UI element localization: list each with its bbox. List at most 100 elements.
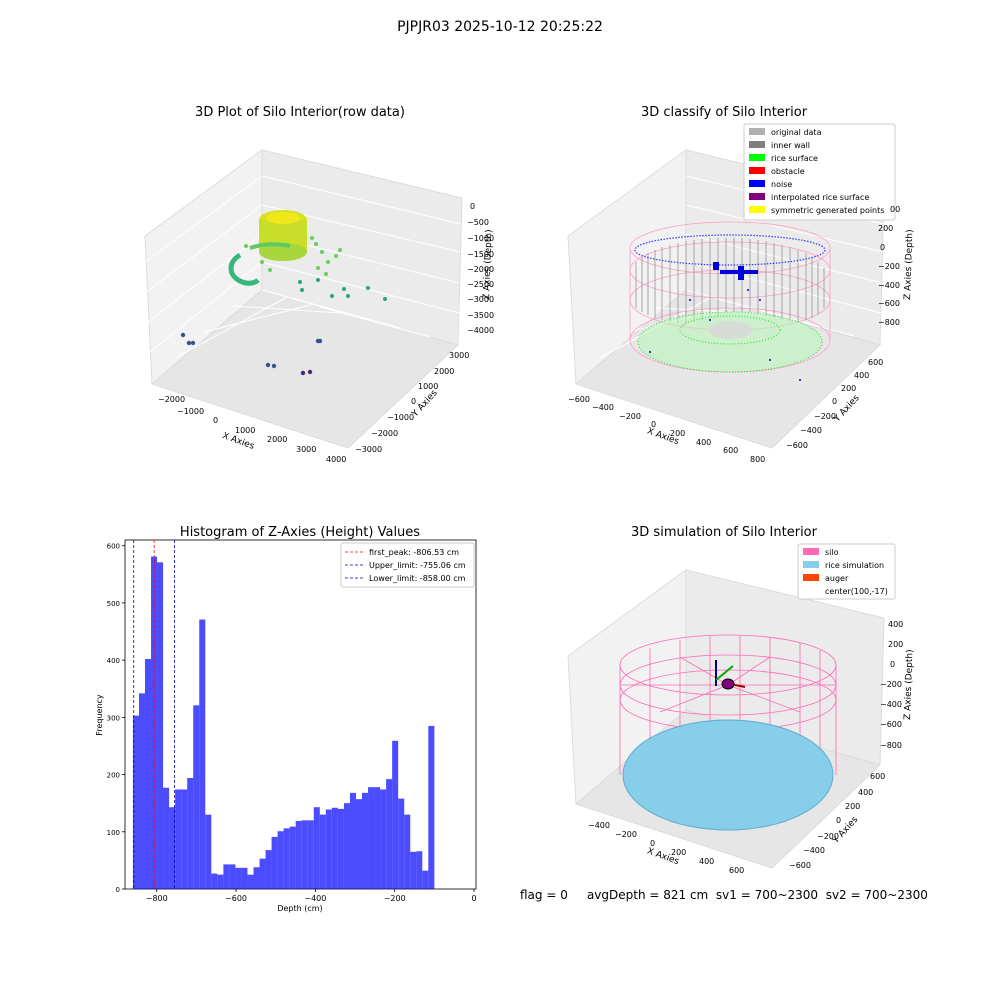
simulation-xtick: 400 (699, 857, 714, 866)
simulation-ztick: −600 (880, 720, 902, 729)
histogram-bar (229, 864, 236, 889)
classify-legend-label: obstacle (771, 167, 805, 176)
classify-ytick: −400 (800, 426, 822, 435)
simulation-xtick: 200 (671, 848, 686, 857)
histogram-bar (241, 867, 248, 889)
raw-ytick: −1000 (387, 413, 414, 422)
simulation-rice-disk (622, 719, 834, 831)
histogram-legend-label: Upper_limit: -755.06 cm (369, 561, 466, 570)
classify-zlabel: Z Axies (Depth) (903, 229, 915, 300)
panel-classify-3d: 3D classify of Silo Interior (567, 105, 915, 464)
classify-ztick-clipped: 00 (890, 205, 900, 214)
flag-text: flag = 0 (520, 888, 568, 902)
classify-xtick: 0 (651, 420, 656, 429)
classify-rice-inner (679, 315, 781, 345)
histogram-bar (301, 820, 308, 889)
histogram-bar (295, 820, 302, 889)
histogram-bar (193, 705, 200, 889)
histogram-bar (217, 874, 224, 889)
classify-ytick: 200 (841, 384, 856, 393)
classify-xtick: −200 (619, 412, 641, 421)
simulation-ztick: −200 (880, 680, 902, 689)
classify-ytick: 400 (854, 371, 869, 380)
classify-legend-label: inner wall (771, 141, 810, 150)
raw-xtick: 1000 (235, 426, 255, 435)
classify-legend-swatch (749, 141, 765, 148)
histogram-bar (416, 851, 423, 889)
classify-ztick: 0 (880, 243, 885, 252)
simulation-legend-label: auger (825, 574, 849, 583)
raw-zticks: 0 −500 −1000 −1500 −2000 −2500 −3000 −35… (467, 202, 494, 335)
classify-ztick: −800 (878, 318, 900, 327)
histogram-bar (181, 789, 188, 889)
simulation-legend: silo rice simulation auger center(100,-17) (797, 543, 896, 600)
histogram-bar (235, 867, 242, 889)
simulation-ytick: −200 (817, 832, 839, 841)
classify-ztick: −400 (878, 281, 900, 290)
raw-ztick: −4000 (467, 326, 494, 335)
histogram-bar (175, 789, 182, 889)
panel-simulation-3d: 3D simulation of Silo Interior (567, 525, 915, 875)
histogram-ytick-label: 600 (107, 543, 120, 551)
histogram-bar (259, 858, 266, 889)
simulation-zticks: 400 200 0 −200 −400 −600 −800 (880, 620, 903, 750)
classify-rice-edge (637, 311, 823, 373)
classify-xtick: 200 (670, 429, 685, 438)
simulation-yticks: 600 400 200 0 −200 −400 −600 (789, 772, 885, 870)
raw-ztick: 0 (470, 202, 475, 211)
raw-xtick: 2000 (267, 435, 287, 444)
histogram-xlabel: Depth (cm) (277, 904, 322, 913)
histogram-bar (138, 693, 145, 889)
histogram-xtick-label: −800 (146, 894, 168, 903)
simulation-legend-swatch (803, 561, 819, 568)
histogram-bar (355, 799, 363, 889)
histogram-bar (157, 562, 164, 889)
classify-legend-label: interpolated rice surface (771, 193, 869, 202)
raw-ztick: −1500 (467, 250, 494, 259)
panel-raw-title: 3D Plot of Silo Interior(row data) (195, 105, 405, 120)
histogram-vlines (133, 540, 175, 889)
histogram-bar (392, 740, 399, 889)
classify-legend-label: rice surface (771, 154, 818, 163)
histogram-bar (265, 850, 272, 889)
classify-legend-label: noise (771, 180, 792, 189)
simulation-legend-swatch (803, 574, 819, 581)
simulation-xticks: −400 −200 0 200 400 600 (588, 821, 744, 875)
simulation-ylabel: Y Axies (830, 815, 860, 847)
classify-ytick: 0 (832, 397, 837, 406)
classify-ztick: −200 (878, 262, 900, 271)
raw-ytick: 2000 (434, 367, 454, 376)
histogram-bar (253, 867, 260, 889)
histogram-bar (144, 659, 152, 889)
histogram-bar (380, 789, 387, 889)
histogram-xticks: −800 −600 −400 −200 0 (146, 889, 477, 903)
histogram-ytick-label: 500 (107, 600, 120, 608)
simulation-ytick: 400 (858, 788, 873, 797)
raw-scatter-points (180, 210, 387, 376)
histogram-xtick-label: 0 (471, 894, 476, 903)
simulation-xtick: −400 (588, 821, 610, 830)
classify-xtick: −400 (592, 403, 614, 412)
classify-noise-rim (634, 234, 826, 266)
sv2-text: sv2 = 700~2300 (825, 888, 928, 902)
simulation-ytick: −400 (803, 846, 825, 855)
simulation-rice-mesh (622, 719, 834, 831)
figure-suptitle: PJPJR03 2025-10-12 20:25:22 (397, 19, 603, 35)
simulation-ytick: −600 (789, 861, 811, 870)
simulation-ztick: 0 (890, 660, 895, 669)
histogram-bar (271, 836, 278, 889)
simulation-ytick: 0 (836, 816, 841, 825)
raw-ztick: −500 (467, 218, 489, 227)
simulation-xtick: −200 (615, 830, 637, 839)
histogram-ytick-label: 0 (116, 886, 120, 894)
raw-ytick: −2000 (371, 429, 398, 438)
histogram-bar (374, 787, 381, 889)
classify-zticks: 00 200 0 −200 −400 −600 −800 (878, 205, 900, 327)
classify-legend-swatch (749, 206, 765, 213)
raw-xtick: −2000 (158, 395, 185, 404)
histogram-bar (132, 715, 139, 889)
histogram-xtick-label: −400 (304, 894, 326, 903)
classify-center-cone (708, 321, 752, 339)
histogram-bar (313, 807, 320, 889)
simulation-zlabel: Z Axies (Depth) (903, 649, 915, 720)
